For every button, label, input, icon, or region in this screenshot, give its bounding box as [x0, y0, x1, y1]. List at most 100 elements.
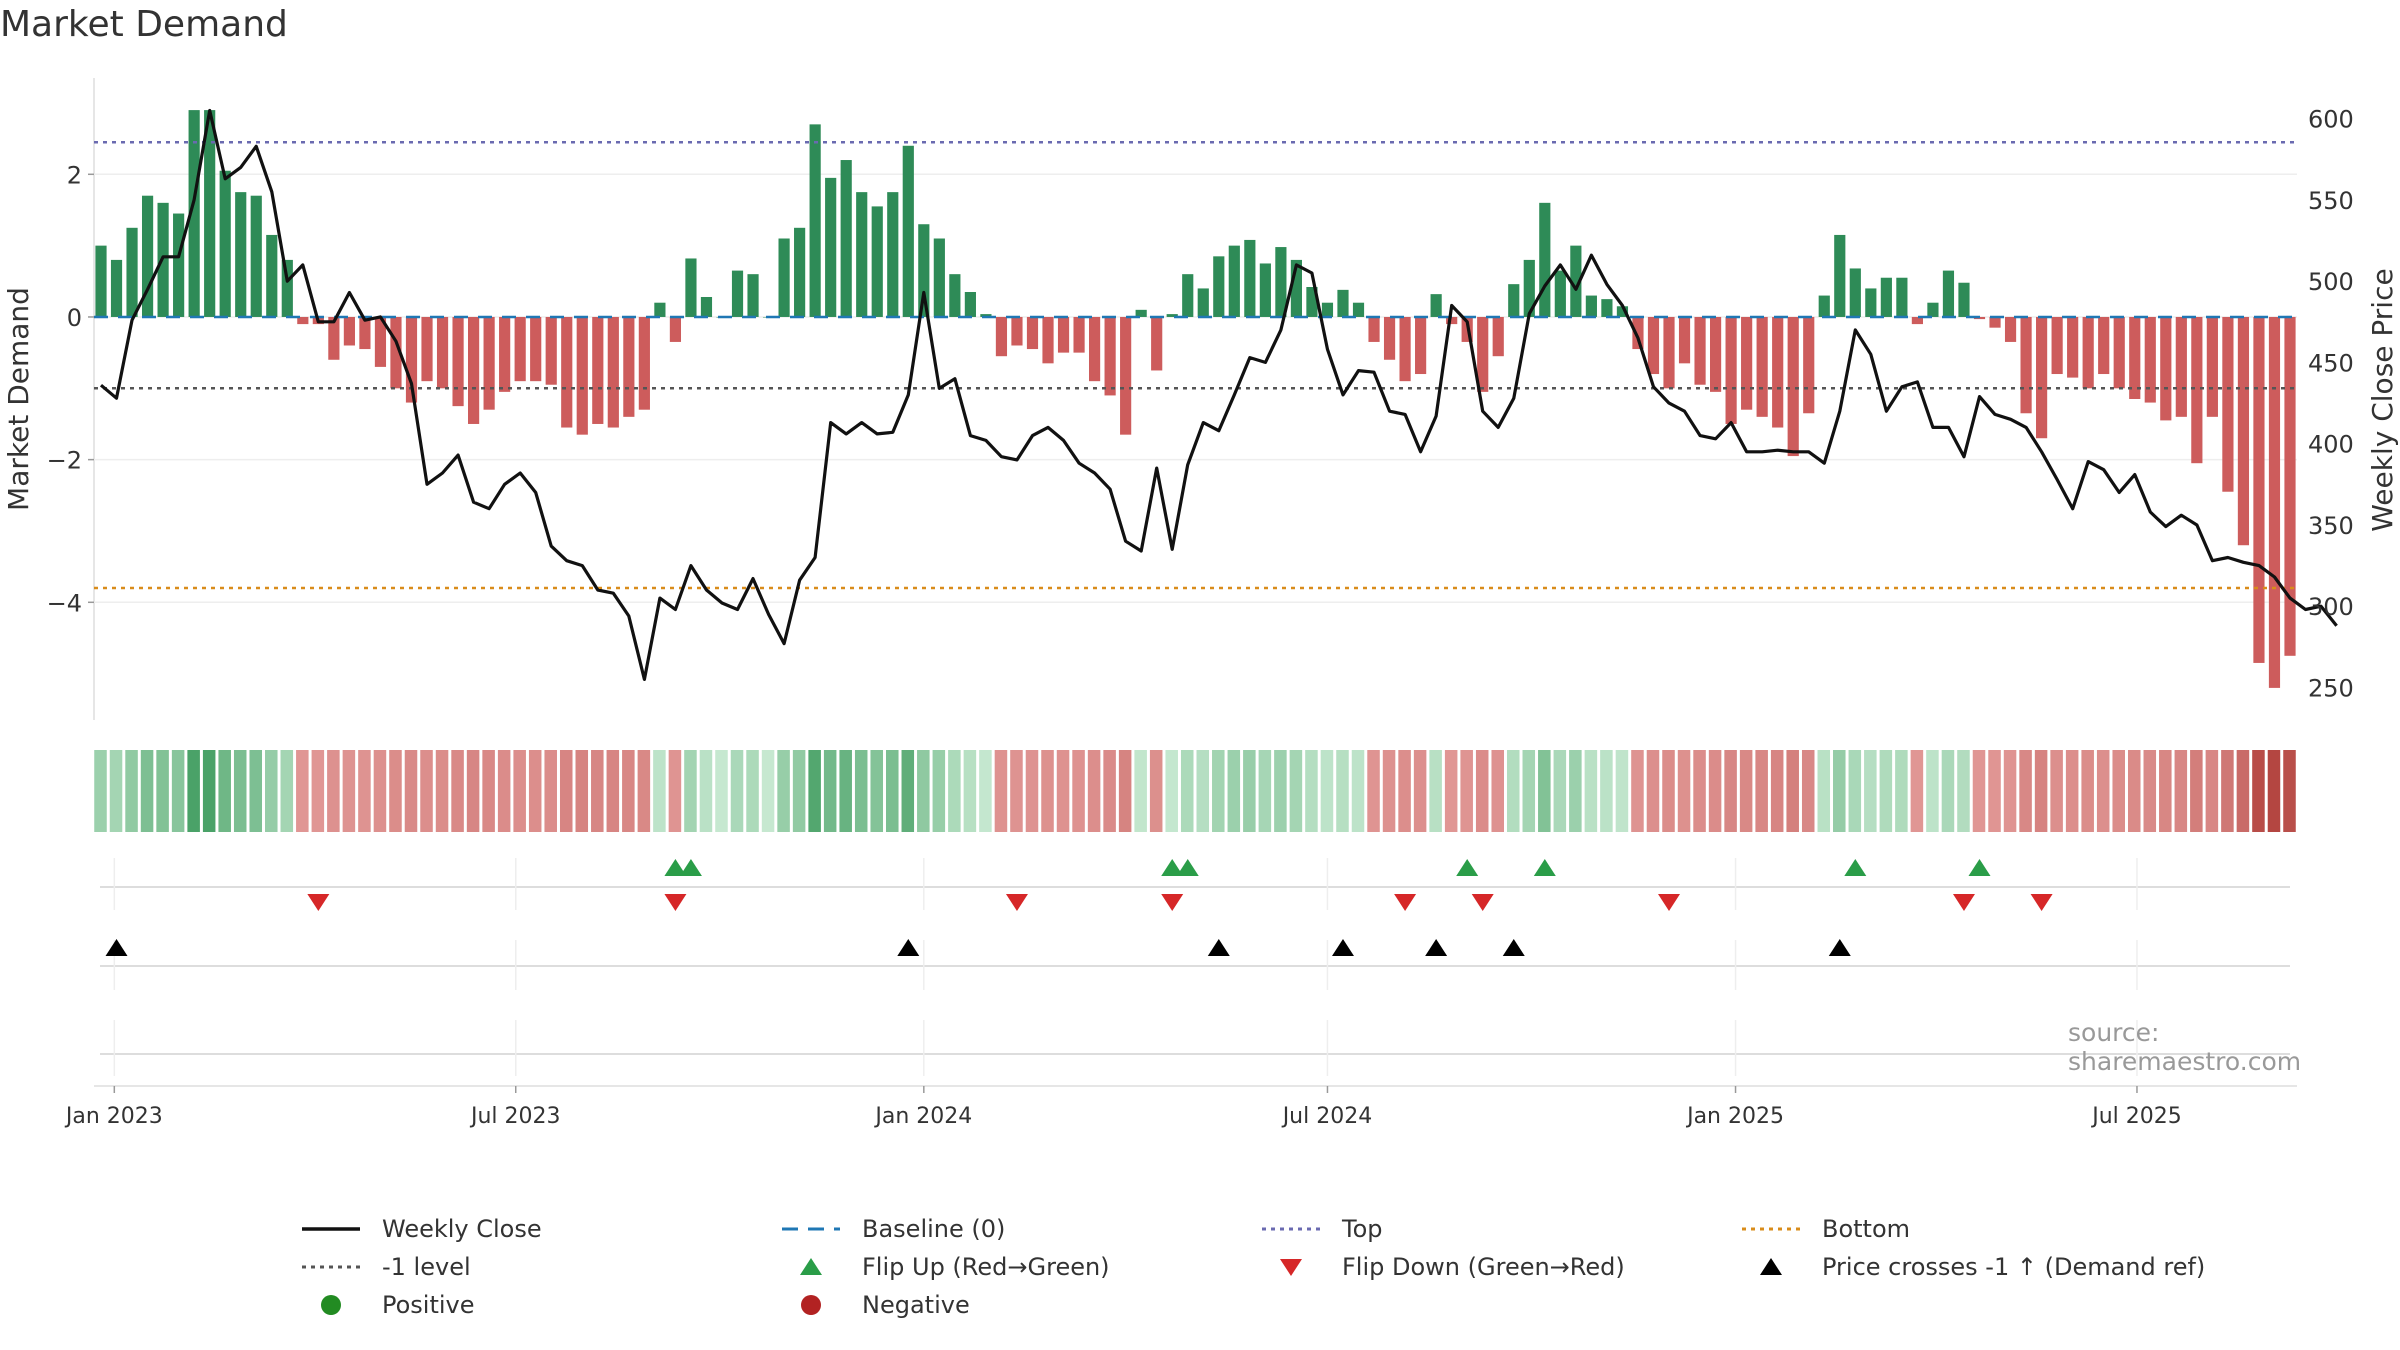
heat-cell-negative: [575, 750, 589, 832]
demand-bar-negative: [390, 316, 402, 389]
demand-bar-positive: [1958, 282, 1970, 317]
heat-cell-negative: [1801, 750, 1815, 832]
flip-up-marker: [1456, 859, 1479, 876]
y-left-axis-label: Market Demand: [2, 287, 35, 511]
demand-bar-positive: [980, 314, 992, 317]
heat-cell-negative: [2143, 750, 2157, 832]
heat-cell-positive: [1258, 750, 1272, 832]
legend-item-flip-up: Flip Up (Red→Green): [780, 1252, 1260, 1282]
heat-cell-positive: [948, 750, 961, 832]
flip-up-marker: [1844, 859, 1867, 876]
demand-bar-negative: [1989, 316, 2001, 328]
heat-cell-positive: [792, 750, 806, 832]
heat-cell-positive: [1569, 750, 1582, 832]
heat-cell-negative: [1413, 750, 1427, 832]
legend-symbol: [800, 1258, 822, 1275]
legend-row: -1 level Flip Up (Red→Green) Flip Down (…: [300, 1248, 2260, 1286]
demand-bar-positive: [747, 274, 759, 317]
legend-item-weekly-close: Weekly Close: [300, 1214, 780, 1244]
heat-cell-negative: [2205, 750, 2219, 832]
heat-cell-positive: [140, 750, 154, 832]
price-cross-marker: [1207, 939, 1230, 956]
heat-cell-negative: [1444, 750, 1458, 832]
demand-bar-positive: [110, 259, 123, 317]
heat-cell-negative: [2081, 750, 2094, 832]
legend-label: Flip Up (Red→Green): [862, 1253, 1110, 1281]
demand-bar-negative: [1057, 316, 1070, 353]
heat-cell-negative: [2003, 750, 2017, 832]
legend-row: Weekly Close Baseline (0) Top Bottom: [300, 1210, 2260, 1248]
demand-bar-negative: [2206, 316, 2218, 417]
legend-item-top: Top: [1260, 1214, 1740, 1244]
heat-cell-positive: [1351, 750, 1365, 832]
demand-bar-positive: [1523, 259, 1535, 317]
demand-bar-positive: [1166, 314, 1178, 317]
heat-cell-negative: [2221, 750, 2234, 832]
flip-down-marker: [664, 894, 687, 911]
heat-cell-negative: [1755, 750, 1768, 832]
heat-cell-positive: [1895, 750, 1908, 832]
heat-cell-negative: [1662, 750, 1675, 832]
heat-cell-positive: [886, 750, 899, 832]
heat-cell-negative: [1367, 750, 1380, 832]
demand-bar-negative: [1678, 316, 1691, 364]
legend-item-price-crosses: Price crosses -1 ↑ (Demand ref): [1740, 1252, 2220, 1282]
heat-cell-positive: [699, 750, 713, 832]
demand-bar-positive: [1927, 302, 1939, 317]
heat-cell-positive: [1600, 750, 1613, 832]
heat-cell-positive: [901, 750, 915, 832]
heat-cell-negative: [1631, 750, 1644, 832]
demand-bar-negative: [2284, 316, 2296, 656]
heat-cell-negative: [1739, 750, 1753, 832]
demand-bar-negative: [359, 316, 371, 350]
x-tick-label: Jul 2025: [2090, 1104, 2182, 1129]
demand-bar-positive: [1616, 306, 1629, 317]
demand-bar-negative: [328, 316, 340, 360]
legend-label: Flip Down (Green→Red): [1342, 1253, 1625, 1281]
heat-cell-positive: [218, 750, 231, 832]
heat-cell-positive: [1538, 750, 1551, 832]
demand-bar-negative: [1446, 316, 1458, 325]
heat-cell-positive: [1165, 750, 1178, 832]
demand-bar-positive: [700, 296, 713, 317]
heat-cell-negative: [1770, 750, 1784, 832]
demand-bar-negative: [576, 316, 588, 435]
demand-bar-negative: [1415, 316, 1427, 375]
y-right-tick-label: 350: [2308, 512, 2354, 540]
demand-bar-positive: [856, 192, 868, 317]
heat-cell-negative: [451, 750, 464, 832]
heat-cell-negative: [1149, 750, 1163, 832]
y-right-tick-label: 300: [2308, 593, 2354, 621]
heat-cell-negative: [1708, 750, 1722, 832]
heat-cell-positive: [1274, 750, 1287, 832]
demand-bar-negative: [1741, 316, 1753, 410]
demand-bar-positive: [1554, 270, 1566, 317]
heat-cell-negative: [2096, 750, 2110, 832]
demand-bar-negative: [514, 316, 526, 382]
flip-down-marker: [2030, 894, 2053, 911]
demand-bar-positive: [1259, 263, 1271, 317]
legend-item-positive: Positive: [300, 1290, 780, 1320]
heat-cell-positive: [715, 750, 728, 832]
demand-bar-negative: [1911, 316, 1923, 325]
demand-bar-positive: [825, 177, 837, 317]
heat-cell-positive: [1429, 750, 1442, 832]
demand-bar-positive: [1352, 302, 1365, 317]
flip-up-marker: [664, 859, 687, 876]
demand-bar-negative: [1492, 316, 1504, 357]
price-cross-marker: [1828, 939, 1851, 956]
y-right-tick-label: 450: [2308, 349, 2354, 377]
demand-bar-negative: [1647, 316, 1660, 375]
heat-cell-positive: [233, 750, 247, 832]
heat-cell-positive: [1584, 750, 1598, 832]
heat-cell-positive: [808, 750, 821, 832]
demand-bar-negative: [545, 316, 557, 385]
heat-cell-positive: [870, 750, 884, 832]
heat-cell-negative: [2236, 750, 2250, 832]
y-left-tick-label: 2: [67, 161, 82, 189]
demand-bar-positive: [1539, 202, 1551, 317]
demand-bar-negative: [1120, 316, 1132, 435]
heat-cell-positive: [823, 750, 837, 832]
heat-cell-positive: [202, 750, 216, 832]
demand-bar-positive: [778, 238, 790, 317]
